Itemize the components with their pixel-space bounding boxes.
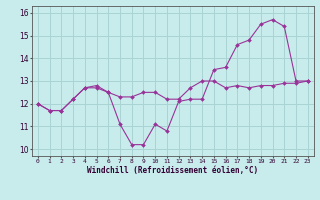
- X-axis label: Windchill (Refroidissement éolien,°C): Windchill (Refroidissement éolien,°C): [87, 166, 258, 175]
